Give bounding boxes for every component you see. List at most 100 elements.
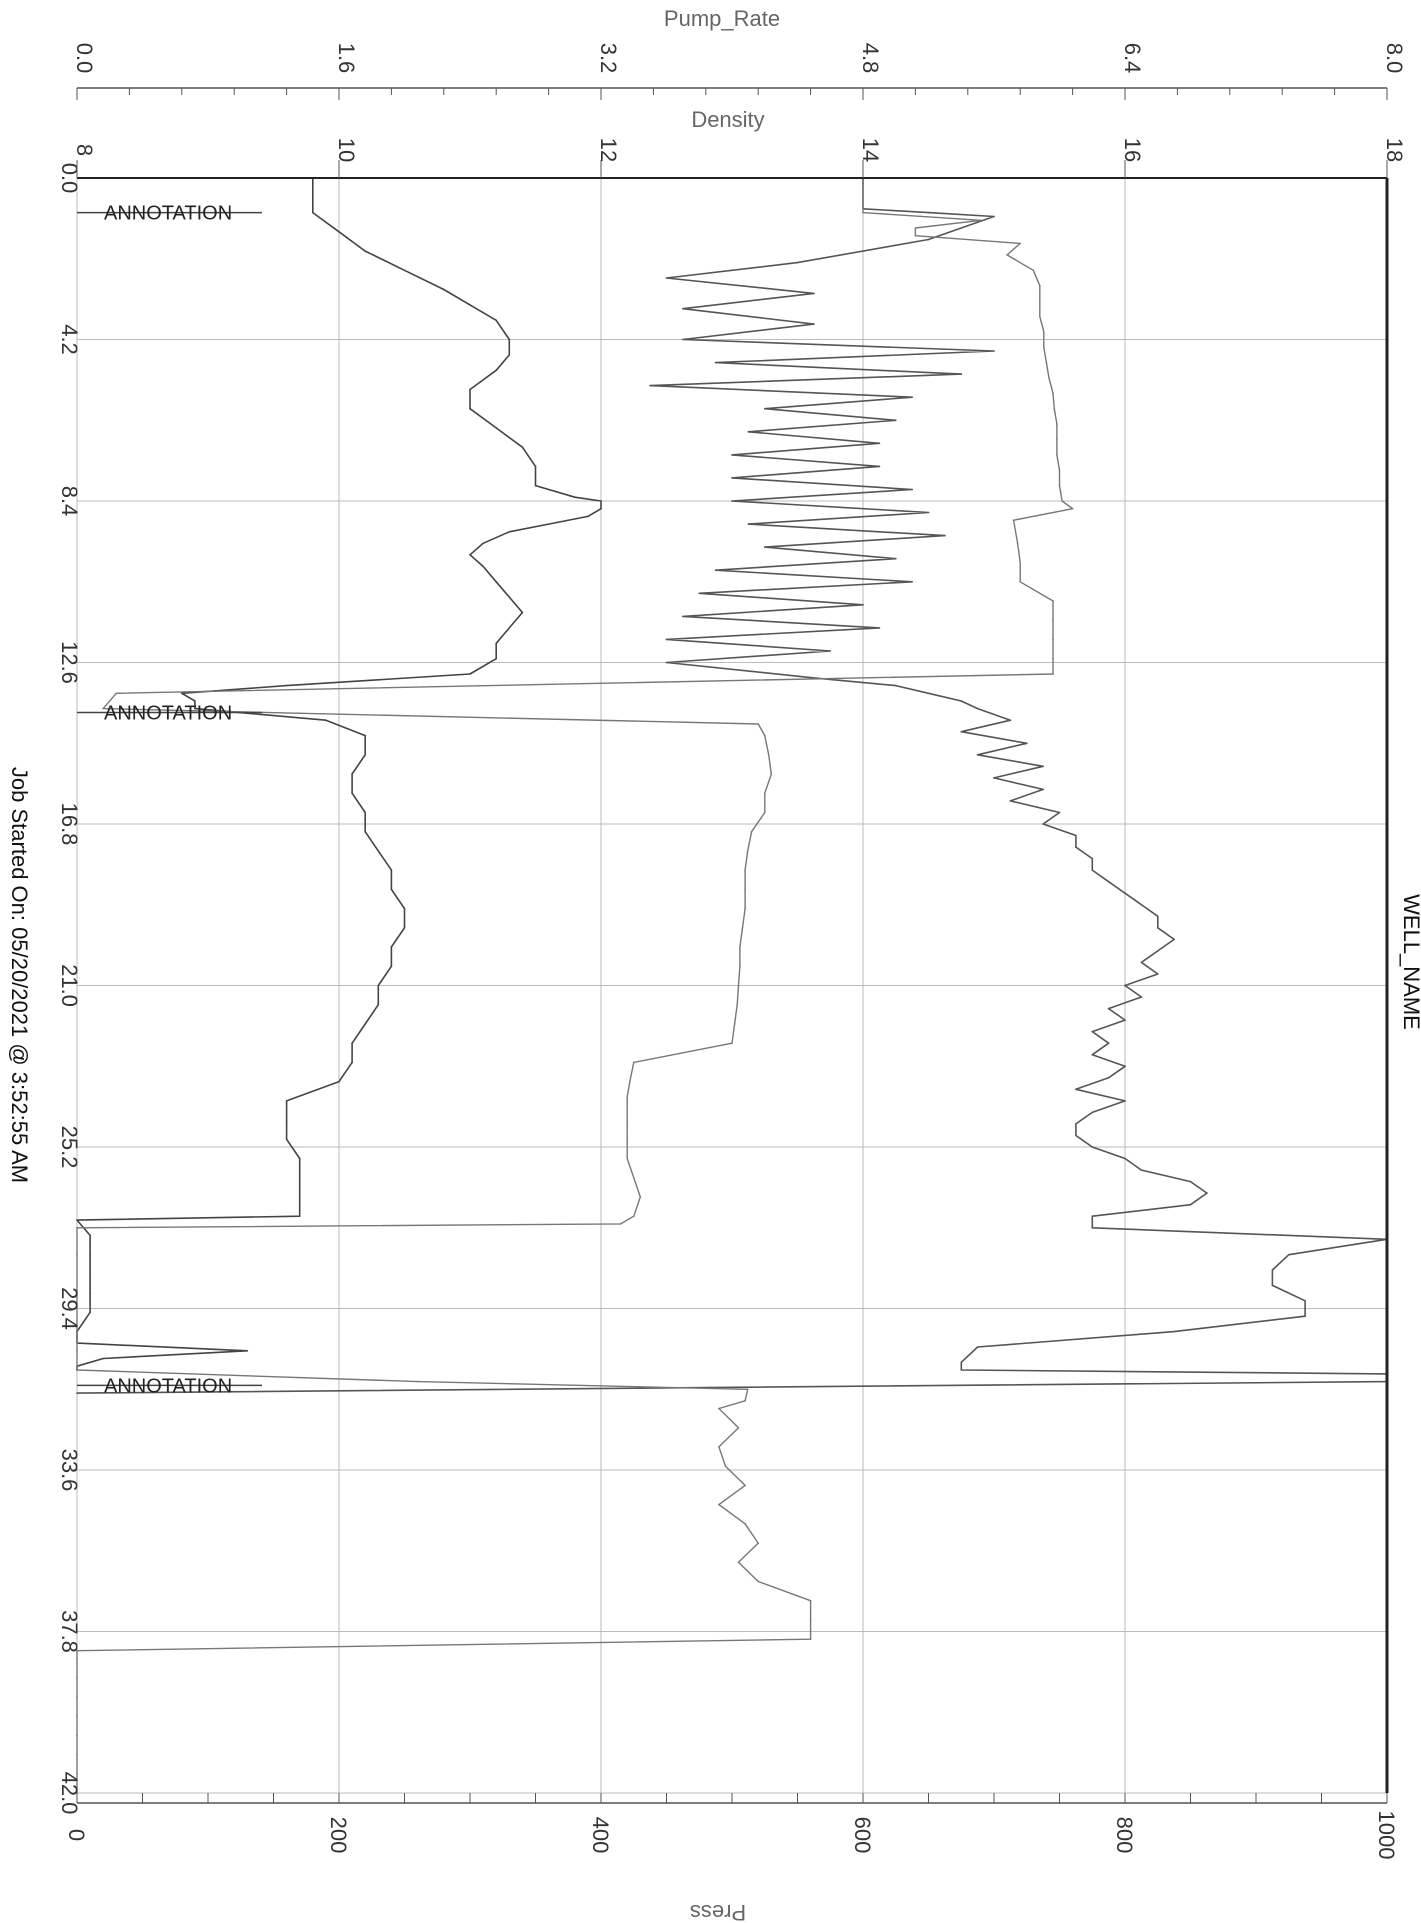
data-point-pump-rate — [1009, 800, 1012, 802]
data-point-press — [724, 1465, 727, 1467]
data-point-pump-rate — [1009, 719, 1012, 721]
data-point-press — [746, 850, 749, 852]
data-point-pump-rate — [764, 546, 766, 548]
data-point-press — [1016, 542, 1019, 545]
data-point-pump-rate — [1058, 811, 1061, 814]
data-point-press — [733, 1023, 736, 1025]
data-point-press — [731, 1042, 733, 1044]
data-point-pump-rate — [1124, 892, 1126, 894]
time-tick-label: 33.6 — [57, 1449, 82, 1492]
data-point-pump-rate — [895, 557, 897, 560]
data-point-press — [1053, 407, 1056, 410]
data-point-density — [508, 354, 511, 356]
data-point-density — [325, 719, 327, 721]
data-point-press — [744, 1484, 746, 1487]
data-point-density — [89, 1311, 91, 1314]
data-point-press — [737, 1426, 740, 1429]
data-point-density — [495, 427, 498, 429]
data-point-pump-rate — [1173, 938, 1175, 941]
data-point-density — [298, 1196, 301, 1198]
data-point-press — [1019, 581, 1021, 583]
data-point-press — [737, 1561, 740, 1564]
data-point-density — [469, 673, 471, 675]
data-point-density — [403, 907, 406, 910]
data-point-press — [102, 707, 104, 710]
data-point-pump-rate — [714, 569, 717, 571]
data-point-density — [351, 773, 353, 775]
data-point-press — [1052, 673, 1054, 675]
data-point-density — [390, 946, 393, 948]
data-point-pump-rate — [993, 350, 995, 352]
time-tick-label: 37.8 — [57, 1610, 82, 1653]
data-point-pump-rate — [927, 238, 930, 241]
data-point-pump-rate — [1107, 1007, 1110, 1010]
data-point-pump-rate — [1304, 1300, 1306, 1302]
data-point-pump-rate — [813, 323, 815, 325]
series-line-pump-rate — [76, 178, 1388, 1394]
density-tick-label: 8 — [72, 144, 97, 156]
data-point-pump-rate — [895, 419, 897, 422]
data-point-density — [377, 1003, 380, 1006]
data-point-press — [809, 1638, 812, 1640]
data-point-density — [377, 850, 380, 852]
data-point-pump-rate — [731, 454, 733, 456]
time-tick-label: 4.2 — [57, 324, 82, 355]
pump-rate-tick-label: 1.6 — [334, 43, 359, 74]
data-point-density — [390, 965, 393, 968]
pump-rate-tick-label: 0.0 — [72, 43, 97, 74]
pump-rate-tick-label: 8.0 — [1382, 43, 1407, 74]
data-point-press — [744, 888, 746, 891]
data-point-pump-rate — [665, 277, 668, 279]
data-point-pump-rate — [1157, 927, 1159, 929]
data-point-pump-rate — [1075, 1088, 1077, 1091]
data-point-pump-rate — [1124, 984, 1126, 987]
data-point-press — [1058, 484, 1061, 487]
data-point-density — [364, 250, 367, 252]
data-point-density — [377, 984, 380, 987]
data-point-density — [89, 1273, 91, 1275]
data-point-press — [746, 1388, 749, 1391]
data-point-press — [629, 1080, 631, 1083]
pump-rate-axis-title: Pump_Rate — [664, 6, 780, 31]
data-point-press — [76, 1649, 78, 1652]
data-point-density — [403, 269, 406, 272]
data-point-press — [76, 1753, 78, 1756]
pump-rate-tick-label: 4.8 — [858, 43, 883, 74]
data-point-density — [508, 338, 511, 341]
data-point-density — [194, 700, 196, 702]
chart-title: WELL_NAME — [1399, 894, 1421, 1030]
data-point-density — [285, 684, 288, 687]
data-point-press — [739, 946, 741, 948]
data-point-density — [194, 707, 196, 710]
data-point-density — [469, 407, 471, 410]
data-point-press — [736, 1003, 738, 1006]
data-point-press — [626, 1157, 628, 1160]
data-point-density — [390, 869, 393, 871]
data-point-press — [1058, 469, 1061, 472]
data-point-density — [285, 1138, 288, 1141]
data-point-press — [914, 234, 917, 237]
data-point-press — [744, 1400, 746, 1402]
time-tick-label: 21.0 — [57, 964, 82, 1007]
data-point-pump-rate — [714, 361, 717, 364]
data-point-pump-rate — [1026, 742, 1028, 745]
data-point-density — [495, 657, 498, 660]
data-point-density — [482, 542, 484, 545]
data-point-density — [89, 1234, 91, 1237]
press-tick-label: 1000 — [1374, 1811, 1399, 1860]
data-point-pump-rate — [813, 292, 815, 295]
data-point-press — [76, 1292, 78, 1294]
data-point-density — [338, 231, 340, 233]
data-point-pump-rate — [747, 523, 750, 525]
data-point-press — [1056, 423, 1058, 425]
data-point-press — [1071, 507, 1074, 510]
data-point-density — [390, 888, 393, 891]
data-point-density — [351, 1042, 353, 1044]
data-point-press — [1045, 361, 1048, 364]
data-point-press — [1061, 500, 1063, 502]
data-point-pump-rate — [1091, 1146, 1094, 1148]
data-point-press — [115, 692, 118, 695]
data-point-density — [534, 465, 537, 468]
data-point-press — [750, 830, 753, 833]
